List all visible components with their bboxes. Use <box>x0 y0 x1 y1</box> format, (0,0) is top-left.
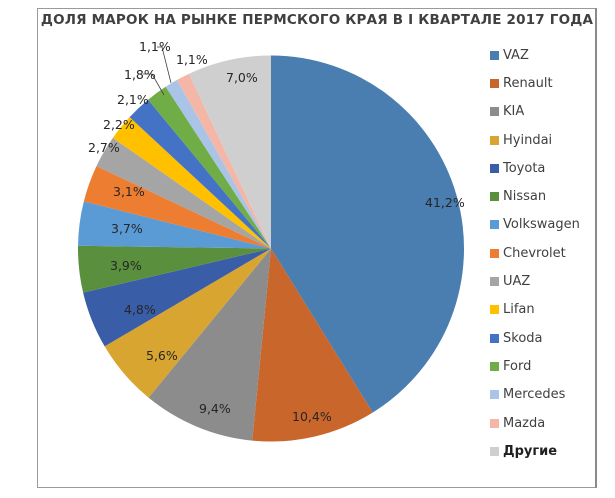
legend-label: Lifan <box>503 302 535 318</box>
pie-slice-другие <box>188 55 271 249</box>
legend-item-uaz: UAZ <box>490 267 580 295</box>
legend-label: Mazda <box>503 415 546 431</box>
legend-item-другие: Другие <box>490 437 580 465</box>
legend-label: Chevrolet <box>503 245 566 261</box>
data-label: 3,7% <box>111 221 143 236</box>
pie-slice-mercedes <box>165 79 271 249</box>
pie-slice-skoda <box>129 99 271 249</box>
pie-slice-uaz <box>96 137 272 249</box>
legend-label: Другие <box>503 443 558 459</box>
legend-item-kia: KIA <box>490 98 580 126</box>
legend-item-ford: Ford <box>490 352 580 380</box>
data-label: 3,1% <box>113 184 145 199</box>
data-label: 5,6% <box>146 348 178 363</box>
pie-slice-hyindai <box>104 248 271 398</box>
legend-label: Mercedes <box>503 387 566 403</box>
pie-slice-mazda <box>177 73 271 249</box>
leader-line <box>157 46 172 84</box>
pie-slice-chevrolet <box>83 166 271 249</box>
legend-label: KIA <box>503 104 525 120</box>
data-label: 3,9% <box>110 258 142 273</box>
legend-item-vaz: VAZ <box>490 41 580 69</box>
data-label: 4,8% <box>124 302 156 317</box>
legend-swatch-icon <box>490 361 499 371</box>
legend-label: Toyota <box>503 160 546 176</box>
leader-lines <box>143 46 172 96</box>
pie-slice-kia <box>148 248 271 441</box>
legend-swatch-icon <box>490 163 499 173</box>
pie-slice-vaz <box>271 55 464 413</box>
legend-swatch-icon <box>490 135 499 145</box>
legend-swatch-icon <box>490 50 499 60</box>
data-label: 1,8% <box>124 67 156 82</box>
legend-item-renault: Renault <box>490 69 580 97</box>
legend-swatch-icon <box>490 107 499 117</box>
pie-slice-ford <box>148 86 271 249</box>
data-label: 7,0% <box>226 70 258 85</box>
leader-line <box>143 73 165 96</box>
legend-swatch-icon <box>490 220 499 230</box>
legend-swatch-icon <box>490 192 499 202</box>
legend-swatch-icon <box>490 277 499 287</box>
legend-item-nissan: Nissan <box>490 182 580 210</box>
chart-legend: VAZ Renault KIA Hyindai Toyota Nissan Volkswag… <box>490 41 580 465</box>
legend-item-volkswagen: Volkswagen <box>490 211 580 239</box>
chart-title: ДОЛЯ МАРОК НА РЫНКЕ ПЕРМСКОГО КРАЯ В I К… <box>40 12 594 28</box>
pie-slice-lifan <box>112 117 271 249</box>
data-label: 10,4% <box>292 409 332 424</box>
legend-item-lifan: Lifan <box>490 296 580 324</box>
data-label: 2,1% <box>117 92 149 107</box>
data-label: 1,1% <box>176 52 208 67</box>
legend-label: Nissan <box>503 189 547 205</box>
legend-item-chevrolet: Chevrolet <box>490 239 580 267</box>
pie-slice-renault <box>252 248 373 442</box>
data-label: 41,2% <box>425 195 465 210</box>
legend-label: Hyindai <box>503 132 553 148</box>
legend-label: Renault <box>503 75 553 91</box>
data-label: 2,7% <box>88 140 120 155</box>
legend-swatch-icon <box>490 390 499 400</box>
pie-slice-toyota <box>83 248 271 347</box>
data-label: 1,1% <box>139 39 171 54</box>
data-label: 9,4% <box>199 401 231 416</box>
legend-item-skoda: Skoda <box>490 324 580 352</box>
legend-label: UAZ <box>503 274 531 290</box>
legend-item-mazda: Mazda <box>490 409 580 437</box>
legend-swatch-icon <box>490 248 499 258</box>
legend-swatch-icon <box>490 305 499 315</box>
pie-slice-nissan <box>78 245 271 293</box>
legend-item-toyota: Toyota <box>490 154 580 182</box>
legend-swatch-icon <box>490 446 499 456</box>
data-label: 2,2% <box>103 117 135 132</box>
legend-label: Volkswagen <box>503 217 580 233</box>
pie-slices <box>78 55 464 442</box>
data-labels: 41,2% 10,4% 9,4% 5,6% 4,8% 3,9% 3,7% 3,1% 2,7% 2,… <box>88 39 465 424</box>
legend-item-mercedes: Mercedes <box>490 381 580 409</box>
legend-label: VAZ <box>503 47 529 63</box>
legend-label: Ford <box>503 358 532 374</box>
pie-slice-volkswagen <box>78 201 272 249</box>
legend-swatch-icon <box>490 333 499 343</box>
legend-label: Skoda <box>503 330 543 346</box>
legend-item-hyindai: Hyindai <box>490 126 580 154</box>
legend-swatch-icon <box>490 418 499 428</box>
legend-swatch-icon <box>490 78 499 88</box>
